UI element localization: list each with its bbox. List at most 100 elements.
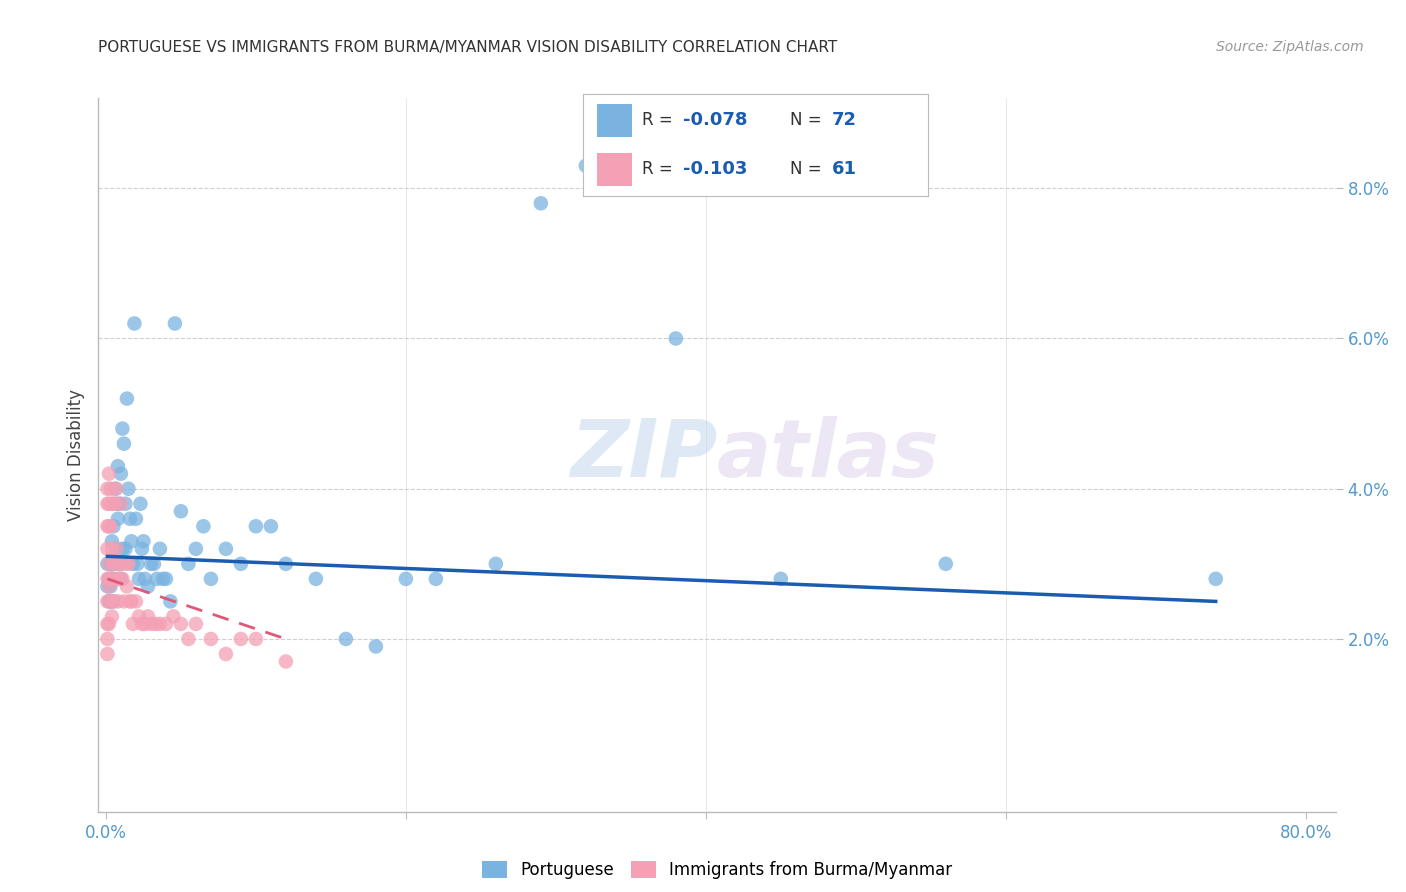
Text: -0.103: -0.103: [683, 160, 748, 178]
Point: [125, 594, 148, 608]
Legend: Portuguese, Immigrants from Burma/Myanmar: Portuguese, Immigrants from Burma/Myanma…: [475, 854, 959, 886]
Point: [105, 541, 128, 556]
Text: 72: 72: [831, 111, 856, 128]
Point: [128, 572, 150, 586]
Text: PORTUGUESE VS IMMIGRANTS FROM BURMA/MYANMAR VISION DISABILITY CORRELATION CHART: PORTUGUESE VS IMMIGRANTS FROM BURMA/MYAN…: [98, 40, 838, 55]
Point: [215, 647, 238, 661]
Point: [117, 557, 139, 571]
Point: [100, 594, 122, 608]
Point: [395, 572, 418, 586]
Point: [260, 519, 283, 533]
Point: [103, 594, 125, 608]
Point: [305, 572, 328, 586]
Point: [120, 594, 142, 608]
Point: [155, 616, 177, 631]
Point: [111, 541, 134, 556]
Point: [118, 594, 141, 608]
Point: [122, 557, 145, 571]
Point: [145, 616, 167, 631]
Point: [118, 512, 141, 526]
Point: [108, 497, 131, 511]
Text: atlas: atlas: [717, 416, 939, 494]
Point: [129, 497, 152, 511]
Y-axis label: Vision Disability: Vision Disability: [66, 389, 84, 521]
Point: [101, 534, 124, 549]
Point: [112, 436, 135, 450]
Point: [131, 616, 153, 631]
Text: -0.078: -0.078: [683, 111, 748, 128]
Point: [125, 512, 148, 526]
Point: [100, 594, 122, 608]
Point: [97, 579, 120, 593]
Point: [97, 497, 120, 511]
Text: N =: N =: [790, 111, 827, 128]
Point: [229, 557, 252, 571]
Point: [96, 482, 118, 496]
Point: [97, 594, 120, 608]
Point: [100, 572, 122, 586]
Point: [131, 541, 153, 556]
Point: [132, 534, 155, 549]
Point: [115, 579, 138, 593]
Point: [104, 482, 127, 496]
Text: R =: R =: [643, 111, 678, 128]
Point: [107, 459, 129, 474]
Point: [101, 541, 124, 556]
Point: [120, 534, 142, 549]
Point: [97, 467, 120, 481]
Point: [136, 579, 159, 593]
Point: [101, 557, 124, 571]
Point: [170, 616, 193, 631]
Point: [104, 557, 127, 571]
Point: [115, 392, 138, 406]
Point: [184, 541, 207, 556]
Point: [103, 519, 125, 533]
Point: [665, 331, 688, 345]
Point: [136, 609, 159, 624]
Point: [335, 632, 357, 646]
Point: [110, 467, 132, 481]
Point: [100, 482, 122, 496]
Point: [134, 572, 156, 586]
Point: [105, 497, 128, 511]
Text: Source: ZipAtlas.com: Source: ZipAtlas.com: [1216, 40, 1364, 54]
Point: [100, 519, 122, 533]
Point: [96, 557, 118, 571]
Point: [96, 497, 118, 511]
Point: [103, 497, 125, 511]
Point: [96, 616, 118, 631]
Point: [103, 594, 125, 608]
Point: [117, 482, 139, 496]
Point: [530, 196, 553, 211]
Point: [127, 557, 149, 571]
Point: [110, 557, 132, 571]
Point: [110, 572, 132, 586]
Point: [97, 616, 120, 631]
Point: [101, 497, 124, 511]
Point: [112, 594, 135, 608]
Point: [184, 616, 207, 631]
Point: [139, 557, 162, 571]
Point: [1205, 572, 1227, 586]
Point: [96, 579, 118, 593]
Point: [107, 594, 129, 608]
Point: [107, 572, 129, 586]
Point: [122, 616, 145, 631]
Point: [935, 557, 957, 571]
Point: [142, 557, 165, 571]
Point: [104, 557, 127, 571]
Point: [155, 572, 177, 586]
Point: [769, 572, 792, 586]
Point: [101, 572, 124, 586]
Point: [245, 632, 267, 646]
Point: [105, 541, 128, 556]
Point: [96, 572, 118, 586]
Point: [96, 519, 118, 533]
Point: [200, 632, 222, 646]
Point: [128, 609, 150, 624]
FancyBboxPatch shape: [598, 104, 631, 136]
Point: [97, 519, 120, 533]
Point: [100, 557, 122, 571]
Point: [114, 557, 136, 571]
Point: [274, 655, 297, 669]
